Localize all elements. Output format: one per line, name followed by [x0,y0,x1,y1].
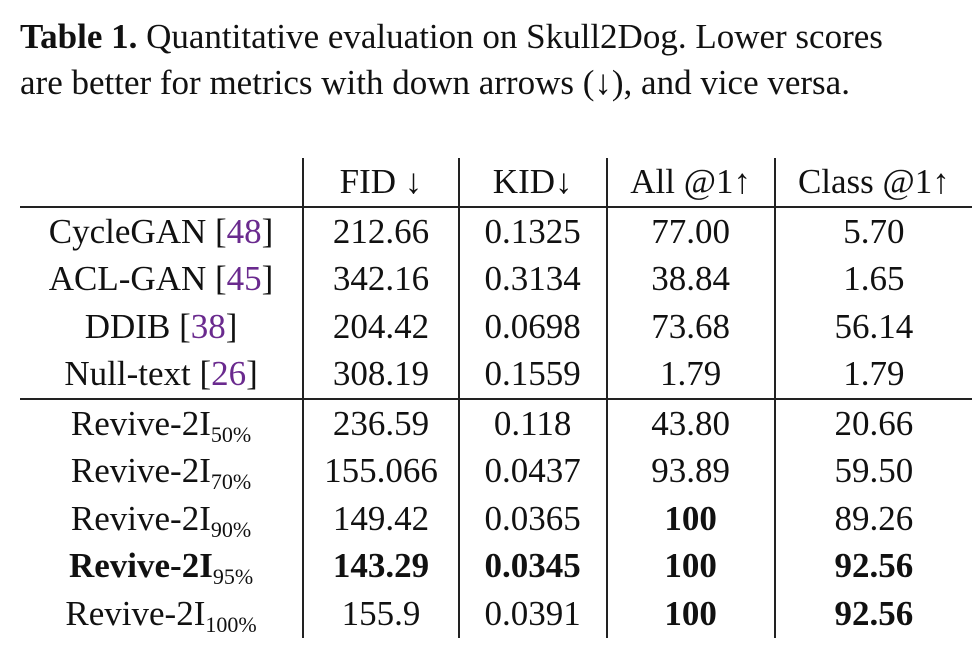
all-at-1-cell: 93.89 [605,447,775,495]
caption-text-1: Quantitative evaluation on Skull2Dog. Lo… [137,17,883,56]
kid-cell: 0.0365 [457,495,607,543]
caption-line-1: Table 1. Quantitative evaluation on Skul… [20,14,972,60]
table-row: Null-text [26] 308.19 0.1559 1.79 1.79 [20,350,972,399]
all-at-1-cell: 100 [605,590,775,638]
fid-cell: 204.42 [302,303,459,351]
all-at-1-cell: 73.68 [605,303,775,351]
header-method [20,158,304,208]
table-row: CycleGAN [48] 212.66 0.1325 77.00 5.70 [20,207,972,256]
kid-cell: 0.118 [457,398,607,448]
fid-cell: 155.9 [302,590,459,638]
caption-line-2: are better for metrics with down arrows … [20,63,850,102]
citation-link[interactable]: 26 [211,354,247,394]
table-row: Revive-2I100% 155.9 0.0391 100 92.56 [20,590,972,638]
kid-cell: 0.0437 [457,447,607,495]
class-at-1-cell: 20.66 [773,398,972,448]
class-at-1-cell: 1.79 [773,350,972,399]
kid-cell: 0.1559 [457,350,607,399]
header-row: FID ↓ KID↓ All @1↑ Class @1↑ [20,158,972,208]
header-all-at-1: All @1↑ [605,158,775,208]
fid-cell: 143.29 [302,542,459,590]
all-at-1-cell: 43.80 [605,398,775,448]
method-cell: DDIB [38] [84,306,238,346]
method-cell: Revive-2I50% [20,398,304,448]
class-at-1-cell: 92.56 [773,542,972,590]
table-row: Revive-2I50% 236.59 0.118 43.80 20.66 [20,398,972,448]
table-row: ACL-GAN [45] 342.16 0.3134 38.84 1.65 [20,255,972,303]
class-at-1-cell: 89.26 [773,495,972,543]
table-row: Revive-2I95% 143.29 0.0345 100 92.56 [20,542,972,590]
all-at-1-cell: 38.84 [605,255,775,303]
fid-cell: 149.42 [302,495,459,543]
fid-cell: 236.59 [302,398,459,448]
kid-cell: 0.0698 [457,303,607,351]
caption-label: Table 1. [20,17,138,56]
class-at-1-cell: 1.65 [773,255,972,303]
citation-link[interactable]: 45 [226,259,262,299]
all-at-1-cell: 100 [605,495,775,543]
all-at-1-cell: 1.79 [605,350,775,399]
table-row: Revive-2I90% 149.42 0.0365 100 89.26 [20,495,972,543]
fid-cell: 342.16 [302,255,459,303]
all-at-1-cell: 77.00 [605,207,775,256]
method-cell: Revive-2I70% [70,451,252,495]
class-at-1-cell: 92.56 [773,590,972,638]
method-cell: CycleGAN [48] [48,211,274,251]
method-cell: ACL-GAN [45] [48,259,274,299]
kid-cell: 0.0391 [457,590,607,638]
fid-cell: 212.66 [302,207,459,256]
kid-cell: 0.0345 [457,542,607,590]
header-fid: FID ↓ [302,158,459,208]
method-cell: Null-text [26] [64,354,258,394]
header-class-at-1: Class @1↑ [773,158,972,208]
class-at-1-cell: 56.14 [773,303,972,351]
kid-cell: 0.1325 [457,207,607,256]
method-cell: Revive-2I100% [65,593,257,637]
table-row: Revive-2I70% 155.066 0.0437 93.89 59.50 [20,447,972,495]
citation-link[interactable]: 48 [226,211,262,251]
results-table: FID ↓ KID↓ All @1↑ Class @1↑ CycleGAN [4… [20,158,972,638]
class-at-1-cell: 59.50 [773,447,972,495]
fid-cell: 155.066 [302,447,459,495]
header-kid: KID↓ [457,158,607,208]
table-caption: Table 1. Quantitative evaluation on Skul… [20,14,972,106]
kid-cell: 0.3134 [457,255,607,303]
table-row: DDIB [38] 204.42 0.0698 73.68 56.14 [20,303,972,351]
method-cell: Revive-2I90% [70,498,252,542]
method-cell: Revive-2I95% [68,546,254,590]
citation-link[interactable]: 38 [190,306,226,346]
fid-cell: 308.19 [302,350,459,399]
class-at-1-cell: 5.70 [773,207,972,256]
all-at-1-cell: 100 [605,542,775,590]
